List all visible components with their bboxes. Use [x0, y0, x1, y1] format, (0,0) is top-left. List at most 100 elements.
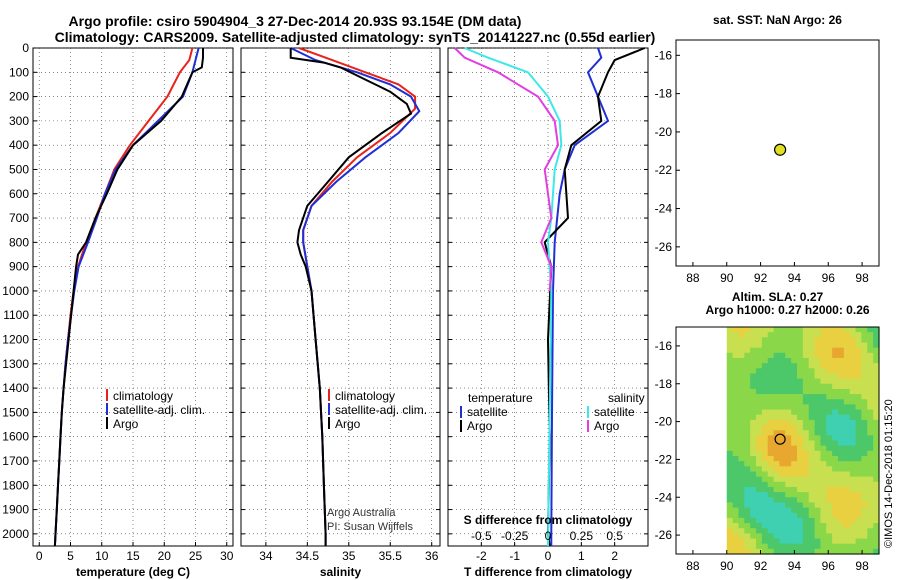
sla-heatmap-cell: [797, 383, 804, 390]
sla-heatmap-cell: [873, 430, 880, 436]
sla-heatmap-cell: [843, 445, 851, 452]
sla-heatmap-cell: [773, 352, 781, 359]
sla-heatmap-cell: [738, 337, 745, 344]
sla-heatmap-cell: [873, 404, 880, 411]
sla-heatmap-cell: [756, 502, 763, 509]
sla-heatmap-cell: [867, 373, 874, 380]
sla-heatmap-cell: [808, 450, 816, 457]
sla-heatmap-cell: [767, 368, 775, 375]
sla-heatmap-cell: [767, 481, 775, 488]
sla-heatmap-cell: [873, 414, 880, 421]
sla-heatmap-cell: [820, 481, 827, 488]
sla-heatmap-cell: [756, 399, 763, 405]
sla-heatmap-cell: [756, 430, 763, 436]
sla-heatmap-cell: [873, 476, 880, 483]
sla-heatmap-cell: [832, 481, 839, 488]
sla-heatmap-cell: [726, 486, 734, 493]
sla-heatmap-cell: [726, 378, 734, 385]
sla-heatmap-cell: [744, 497, 751, 504]
sla-heatmap-cell: [767, 409, 775, 416]
sla-heatmap-cell: [744, 388, 751, 395]
sla-heatmap-cell: [832, 445, 839, 452]
depth-tick-label: 1400: [2, 381, 29, 395]
sla-heatmap-cell: [726, 425, 734, 431]
sla-heatmap-cell: [867, 497, 874, 504]
difference-legend-label: Argo: [467, 419, 493, 433]
sla-heatmap-cell: [855, 388, 863, 395]
sla-heatmap-cell: [750, 517, 757, 524]
sla-heatmap-cell: [849, 368, 857, 375]
sla-heatmap-cell: [808, 357, 816, 364]
sla-heatmap-cell: [802, 507, 810, 514]
sla-heatmap-cell: [779, 430, 786, 436]
sla-heatmap-cell: [767, 404, 775, 411]
sla-heatmap-cell: [855, 461, 863, 467]
sla-heatmap-cell: [814, 399, 822, 405]
sla-heatmap-cell: [726, 368, 734, 375]
sla-heatmap-cell: [820, 347, 827, 354]
sla-heatmap-cell: [838, 430, 845, 436]
sla-heatmap-cell: [744, 512, 751, 519]
sla-heatmap-cell: [826, 476, 833, 483]
sla-heatmap-cell: [791, 512, 798, 519]
sla-heatmap-cell: [785, 425, 792, 431]
sla-heatmap-cell: [867, 327, 874, 333]
sla-heatmap-cell: [761, 502, 769, 509]
sla-heatmap-cell: [814, 383, 822, 390]
sla-heatmap-cell: [797, 352, 804, 359]
sla-heatmap-cell: [861, 337, 868, 344]
sla-heatmap-cell: [761, 543, 769, 550]
sla-heatmap-cell: [797, 363, 804, 369]
s-difference-tick-label: 0.25: [570, 529, 594, 543]
sla-heatmap-cell: [797, 347, 804, 354]
sla-heatmap-cell: [756, 548, 763, 555]
sla-heatmap-cell: [820, 327, 827, 333]
sla-heatmap-cell: [855, 430, 863, 436]
sla-heatmap-cell: [797, 523, 804, 529]
sla-heatmap-cell: [867, 388, 874, 395]
sla-heatmap-cell: [832, 332, 839, 338]
sla-heatmap-cell: [843, 419, 851, 426]
sla-heatmap-cell: [832, 497, 839, 504]
sla-heatmap-cell: [832, 347, 839, 354]
sla-heatmap-cell: [861, 399, 868, 405]
sla-heatmap-cell: [744, 517, 751, 524]
sla-heatmap-cell: [873, 409, 880, 416]
sla-heatmap-cell: [820, 435, 827, 442]
sla_map-y-tick-label: -26: [655, 528, 673, 542]
sla-heatmap-cell: [820, 383, 827, 390]
sla-heatmap-cell: [832, 502, 839, 509]
sla-heatmap-cell: [838, 332, 845, 338]
sla-heatmap-cell: [826, 404, 833, 411]
sla-heatmap-cell: [726, 430, 734, 436]
sla-heatmap-cell: [773, 512, 781, 519]
depth-tick-label: 100: [9, 65, 29, 79]
sla-heatmap-cell: [802, 419, 810, 426]
sla-heatmap-cell: [738, 388, 745, 395]
sla-heatmap-cell: [873, 528, 880, 534]
sla-heatmap-cell: [744, 471, 751, 478]
sla-heatmap-cell: [761, 363, 769, 369]
sla-heatmap-cell: [756, 363, 763, 369]
sla-heatmap-cell: [797, 476, 804, 483]
sla-heatmap-cell: [814, 455, 822, 462]
sla-heatmap-cell: [732, 394, 740, 400]
sla-heatmap-cell: [826, 419, 833, 426]
sla-heatmap-cell: [826, 450, 833, 457]
sla-heatmap-cell: [802, 471, 810, 478]
sla-heatmap-cell: [843, 471, 851, 478]
sla-heatmap-cell: [820, 523, 827, 529]
sla-heatmap-cell: [861, 507, 868, 514]
differences-series-line: [454, 47, 560, 291]
sla-heatmap-cell: [802, 373, 810, 380]
sla-heatmap-cell: [738, 430, 745, 436]
sla-heatmap-cell: [826, 373, 833, 380]
sla-heatmap-cell: [843, 435, 851, 442]
sla-heatmap-cell: [814, 394, 822, 400]
sla_map-y-tick-label: -24: [655, 490, 673, 504]
sla-heatmap-cell: [785, 466, 792, 473]
sla-heatmap-cell: [732, 461, 740, 467]
sla-heatmap-cell: [761, 486, 769, 493]
sla-heatmap-cell: [750, 523, 757, 529]
differences-x-tick-label: 0: [545, 549, 552, 563]
